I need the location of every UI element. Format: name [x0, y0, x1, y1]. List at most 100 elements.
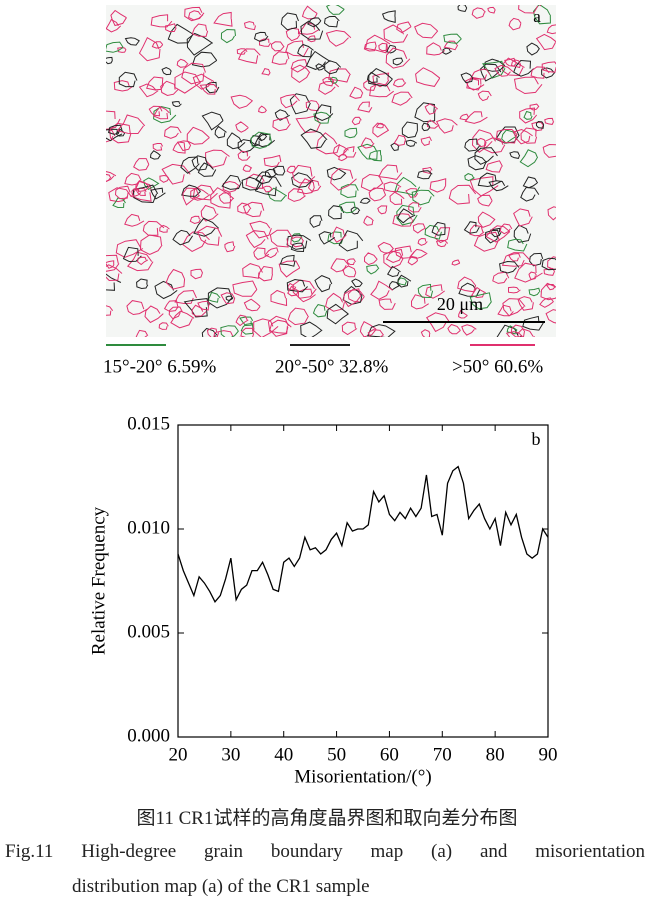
grain: [106, 171, 117, 182]
grain: [523, 110, 533, 120]
grain: [197, 162, 217, 177]
grain: [386, 265, 401, 278]
grain: [383, 250, 404, 269]
grain: [177, 140, 192, 152]
grain: [363, 41, 377, 52]
grain: [153, 106, 170, 120]
grain: [286, 278, 308, 293]
grain: [151, 41, 164, 49]
caption-en: distribution map (a) of the CR1 sample: [72, 876, 370, 897]
grain: [272, 165, 286, 176]
grain: [421, 122, 431, 132]
grain: [426, 42, 446, 56]
grain: [190, 268, 204, 280]
grain: [325, 29, 352, 47]
grain: [508, 252, 521, 262]
grain: [126, 300, 148, 316]
grain: [332, 144, 349, 158]
x-tick-label: 70: [433, 744, 452, 765]
grain: [529, 252, 544, 267]
grain: [176, 58, 189, 68]
grain: [541, 257, 556, 271]
grain: [351, 116, 362, 126]
grain: [520, 186, 540, 202]
grain: [106, 56, 113, 65]
grain: [518, 5, 541, 14]
grain: [375, 122, 385, 129]
grain: [171, 101, 182, 108]
grain: [115, 128, 126, 137]
grain: [429, 178, 447, 193]
grain: [495, 129, 518, 144]
grain: [314, 275, 333, 293]
grain: [499, 260, 520, 274]
grain: [230, 94, 253, 109]
x-tick-label: 90: [539, 744, 558, 765]
grain: [405, 139, 418, 147]
grain: [206, 327, 220, 337]
grain: [541, 67, 556, 79]
grain: [330, 258, 350, 273]
grain: [300, 128, 328, 149]
grain: [131, 188, 142, 197]
data-line: [177, 465, 549, 603]
grain: [417, 283, 434, 299]
grain: [411, 189, 435, 206]
grain: [323, 15, 340, 28]
grain: [497, 304, 514, 317]
grain: [108, 187, 132, 203]
grain: [414, 22, 439, 39]
grain: [338, 230, 364, 252]
grain: [528, 271, 538, 281]
caption-zh: 图11 CR1试样的高角度晶界图和取向差分布图: [136, 808, 518, 829]
grain: [359, 197, 371, 204]
grain: [535, 33, 556, 51]
grain: [242, 263, 263, 279]
grain: [436, 118, 458, 134]
grain: [150, 14, 173, 28]
grain: [159, 224, 170, 233]
grain: [269, 229, 294, 248]
x-tick-label: 20: [169, 744, 188, 765]
grain: [346, 258, 356, 266]
grain: [297, 43, 314, 58]
grain: [113, 80, 134, 92]
grain: [494, 64, 514, 77]
grain: [326, 5, 345, 15]
grain: [463, 221, 480, 234]
grain: [150, 187, 166, 200]
grain: [106, 128, 123, 142]
grain: [424, 103, 439, 115]
grain: [495, 126, 520, 144]
grain: [457, 5, 468, 13]
grain: [138, 83, 159, 98]
grain: [250, 131, 272, 149]
x-tick-label: 50: [327, 744, 346, 765]
grain: [368, 150, 382, 162]
grain: [189, 215, 201, 225]
grain: [393, 134, 407, 146]
grain: [408, 202, 422, 213]
grain: [324, 60, 342, 75]
grain: [381, 10, 396, 23]
grain: [165, 23, 177, 32]
grain: [426, 119, 440, 129]
grain: [434, 227, 451, 244]
grain: [332, 226, 347, 243]
x-tick-label: 80: [486, 744, 505, 765]
grain: [106, 264, 123, 282]
grain: [501, 252, 531, 267]
grain: [135, 329, 149, 337]
grain: [368, 68, 393, 87]
grain: [391, 91, 413, 106]
grain: [343, 288, 362, 308]
grain: [383, 24, 409, 44]
grain: [261, 68, 271, 76]
grain: [221, 174, 242, 190]
grain: [484, 229, 500, 244]
grain: [328, 68, 351, 83]
grain: [542, 143, 556, 158]
grain: [357, 101, 373, 113]
grain: [545, 284, 556, 291]
